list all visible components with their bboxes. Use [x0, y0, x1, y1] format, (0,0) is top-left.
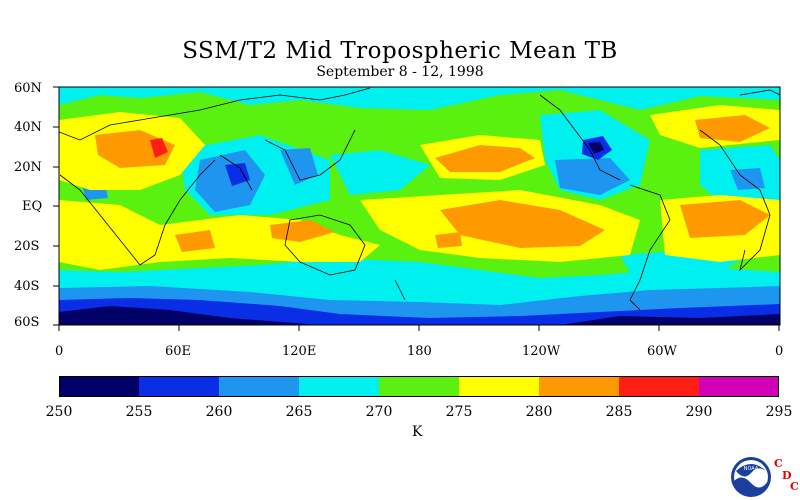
lon-label-180: 180 [407, 344, 432, 359]
noaa-text: NOAA [744, 466, 759, 472]
lon-label-0-right: 0 [775, 344, 784, 359]
field-nafrica-orange [695, 115, 770, 142]
field-hurricane-core [588, 142, 604, 154]
colorbar-unit: K [412, 424, 423, 440]
field-eqpac-orange [440, 200, 605, 248]
lat-label-20s: 20S [14, 239, 40, 254]
field-southafrica-orange [680, 200, 770, 238]
axis-ticks [53, 86, 780, 331]
field-bengal-core [225, 163, 250, 186]
colorbar-swatch [299, 376, 379, 397]
lon-label-0-left: 0 [55, 344, 64, 359]
brightness-temperature-map [53, 86, 781, 331]
noaa-cdc-logo: NOAA C D C [731, 457, 798, 497]
coastlines [59, 87, 780, 311]
lat-label-40n: 40N [14, 120, 42, 135]
lon-label-120e: 120E [282, 344, 317, 359]
lon-label-60e: 60E [165, 344, 192, 359]
colorbar-tick-label: 255 [125, 404, 153, 420]
colorbar-tick-label: 290 [685, 404, 713, 420]
colorbar-swatch [139, 376, 219, 397]
field-pacific-cyan [330, 150, 430, 195]
colorbar-swatch [539, 376, 619, 397]
field-spac-orange [435, 232, 462, 248]
field-npac-orange [435, 145, 535, 172]
field-south-blue [59, 298, 780, 325]
field-scs-blue [280, 148, 318, 185]
colorbar-swatch [699, 376, 779, 397]
colorbar-tick-label: 265 [285, 404, 313, 420]
field-australia-orange [270, 220, 335, 242]
field-south-navy [59, 306, 780, 325]
logo-letter-d: D [782, 469, 792, 482]
colorbar-tick-label: 250 [45, 404, 73, 420]
colorbar-swatch [59, 376, 139, 397]
logo-letter-c1: C [774, 457, 783, 470]
temperature-field [59, 87, 780, 325]
colorbar-tick-label: 270 [365, 404, 393, 420]
lat-label-60n: 60N [14, 81, 42, 96]
lat-label-20n: 20N [14, 160, 42, 175]
field-north-cyan [59, 87, 780, 110]
colorbar-swatch [219, 376, 299, 397]
field-caribbean-blue [555, 158, 630, 195]
colorbar-tick-label: 295 [765, 404, 793, 420]
field-sahara-red [150, 138, 168, 158]
colorbar-swatch [459, 376, 539, 397]
lat-label-60s: 60S [14, 315, 40, 330]
colorbar-tick-label: 285 [605, 404, 633, 420]
field-bengal-blue [195, 150, 265, 212]
field-southindian-yellow [59, 200, 380, 270]
colorbar-swatch [379, 376, 459, 397]
lon-label-120w: 120W [522, 344, 561, 359]
map-title: SSM/T2 Mid Tropospheric Mean TB [182, 38, 618, 64]
lat-label-40s: 40S [14, 279, 40, 294]
field-madagascar-orange [175, 230, 215, 252]
colorbar-swatch [619, 376, 699, 397]
colorbar-tick-label: 260 [205, 404, 233, 420]
lat-label-eq: EQ [22, 199, 43, 214]
logo-letter-c2: C [790, 480, 798, 493]
map-subtitle: September 8 - 12, 1998 [316, 64, 484, 80]
lon-label-60w: 60W [647, 344, 677, 359]
colorbar-tick-label: 280 [525, 404, 553, 420]
colorbar-tick-label: 275 [445, 404, 473, 420]
